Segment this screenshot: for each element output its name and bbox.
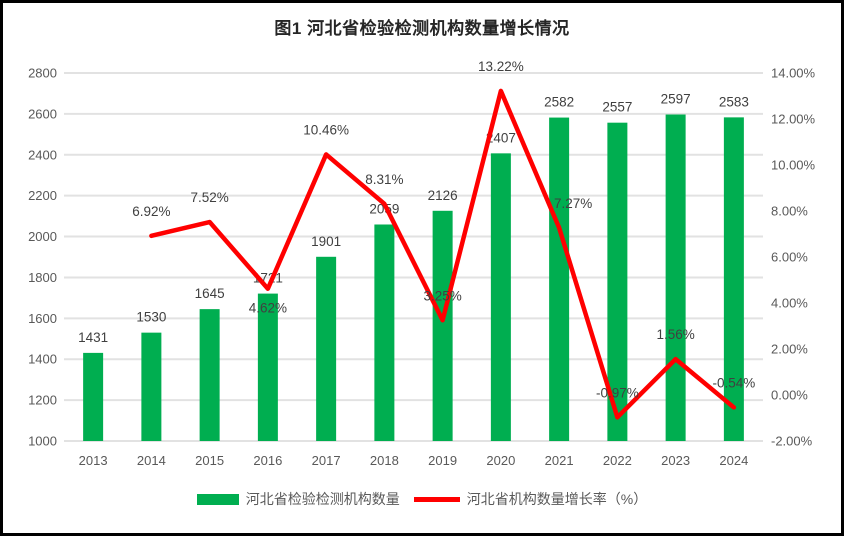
x-axis-category: 2017 — [312, 453, 341, 468]
bar-value-label: 2059 — [369, 201, 399, 216]
growth-rate-line — [149, 88, 737, 420]
x-axis-category: 2015 — [195, 453, 224, 468]
right-axis-tick: 12.00% — [771, 112, 816, 127]
left-axis-tick-labels: 1000 1200 1400 1600 1800 2000 2200 2400 2600 2800 — [28, 66, 57, 449]
left-axis-tick: 2400 — [28, 147, 57, 162]
right-axis-tick: 6.00% — [771, 250, 808, 265]
x-axis-category: 2018 — [370, 453, 399, 468]
bar-value-label: 2597 — [661, 92, 691, 107]
x-axis-category: 2014 — [137, 453, 166, 468]
x-axis-category: 2022 — [603, 453, 632, 468]
bar-2023 — [665, 114, 686, 441]
legend-bar-label: 河北省检验检测机构数量 — [245, 491, 400, 507]
bar-2019 — [432, 210, 453, 441]
right-axis-tick: 4.00% — [771, 296, 808, 311]
left-axis-tick: 2200 — [28, 188, 57, 203]
bar-2015 — [199, 309, 220, 441]
x-axis-category: 2020 — [486, 453, 515, 468]
left-axis-tick: 1800 — [28, 270, 57, 285]
x-axis-category: 2023 — [661, 453, 690, 468]
left-axis-tick: 1200 — [28, 393, 57, 408]
x-axis-category: 2013 — [79, 453, 108, 468]
x-axis-category: 2016 — [253, 453, 282, 468]
left-axis-tick: 1600 — [28, 311, 57, 326]
legend-item-line-series: 河北省机构数量增长率（%） — [413, 489, 648, 509]
bar-2022 — [607, 122, 628, 442]
left-axis-tick: 2800 — [28, 66, 57, 81]
right-axis-tick: 10.00% — [771, 158, 816, 173]
bar-series — [83, 114, 744, 442]
x-axis-category: 2024 — [719, 453, 748, 468]
line-value-label: 10.46% — [303, 122, 349, 137]
bar-value-label: 2583 — [719, 94, 749, 109]
left-axis-tick: 1000 — [28, 434, 57, 449]
right-axis-tick: 0.00% — [771, 388, 808, 403]
left-axis-tick: 2600 — [28, 106, 57, 121]
bar-value-label: 2126 — [428, 188, 458, 203]
chart-legend: 河北省检验检测机构数量 河北省机构数量增长率（%） — [3, 489, 841, 509]
bar-value-label: 1431 — [78, 330, 108, 345]
right-axis-tick: 14.00% — [771, 66, 816, 81]
bar-series-swatch — [196, 493, 239, 505]
gridlines — [64, 72, 763, 442]
bar-2024 — [723, 117, 744, 441]
combo-chart-plot: 1000 1200 1400 1600 1800 2000 2200 2400 2600 2800… — [28, 59, 816, 468]
line-value-labels: 6.92% 7.52% 4.62% 10.46% 8.31% 3.25% 13.22% 7.2… — [132, 59, 755, 400]
left-axis-tick: 2000 — [28, 229, 57, 244]
chart-title: 图1 河北省检验检测机构数量增长情况 — [274, 19, 570, 38]
right-axis-tick: 8.00% — [771, 204, 808, 219]
line-value-label: 4.62% — [249, 301, 287, 316]
line-value-label: 7.27% — [554, 196, 592, 211]
bar-value-label: 1645 — [195, 286, 225, 301]
bar-2017 — [316, 256, 337, 441]
line-series-swatch — [413, 496, 460, 502]
bar-2018 — [374, 224, 395, 441]
bar-value-label: 2582 — [544, 95, 574, 110]
right-axis-tick: 2.00% — [771, 342, 808, 357]
line-value-label: -0.97% — [596, 385, 639, 400]
legend-item-bar-series: 河北省检验检测机构数量 — [196, 489, 400, 509]
line-value-label: -0.54% — [712, 375, 755, 390]
bar-2013 — [83, 352, 104, 441]
bar-2014 — [141, 332, 162, 441]
bar-2020 — [490, 153, 511, 441]
bar-value-label: 2407 — [486, 130, 516, 145]
bar-value-label: 2557 — [602, 100, 632, 115]
x-axis-category: 2021 — [545, 453, 574, 468]
line-value-label: 13.22% — [478, 59, 524, 74]
line-value-label: 6.92% — [132, 204, 170, 219]
bar-2021 — [549, 117, 570, 442]
line-value-label: 7.52% — [190, 190, 228, 205]
legend-line-label: 河北省机构数量增长率（%） — [466, 491, 648, 507]
bar-2016 — [257, 293, 278, 441]
right-axis-tick-labels: -2.00% 0.00% 2.00% 4.00% 6.00% 8.00% 10.00% 12.… — [771, 66, 816, 449]
line-value-label: 3.25% — [423, 288, 461, 303]
right-axis-tick: -2.00% — [771, 434, 813, 449]
bar-value-label: 1901 — [311, 234, 341, 249]
line-value-label: 1.56% — [656, 327, 694, 342]
line-value-label: 8.31% — [365, 172, 403, 187]
x-axis-category: 2019 — [428, 453, 457, 468]
x-axis-category-labels: 2013 2014 2015 2016 2017 2018 2019 2020 2021 2022… — [79, 453, 749, 468]
bar-value-label: 1530 — [136, 310, 166, 325]
left-axis-tick: 1400 — [28, 352, 57, 367]
